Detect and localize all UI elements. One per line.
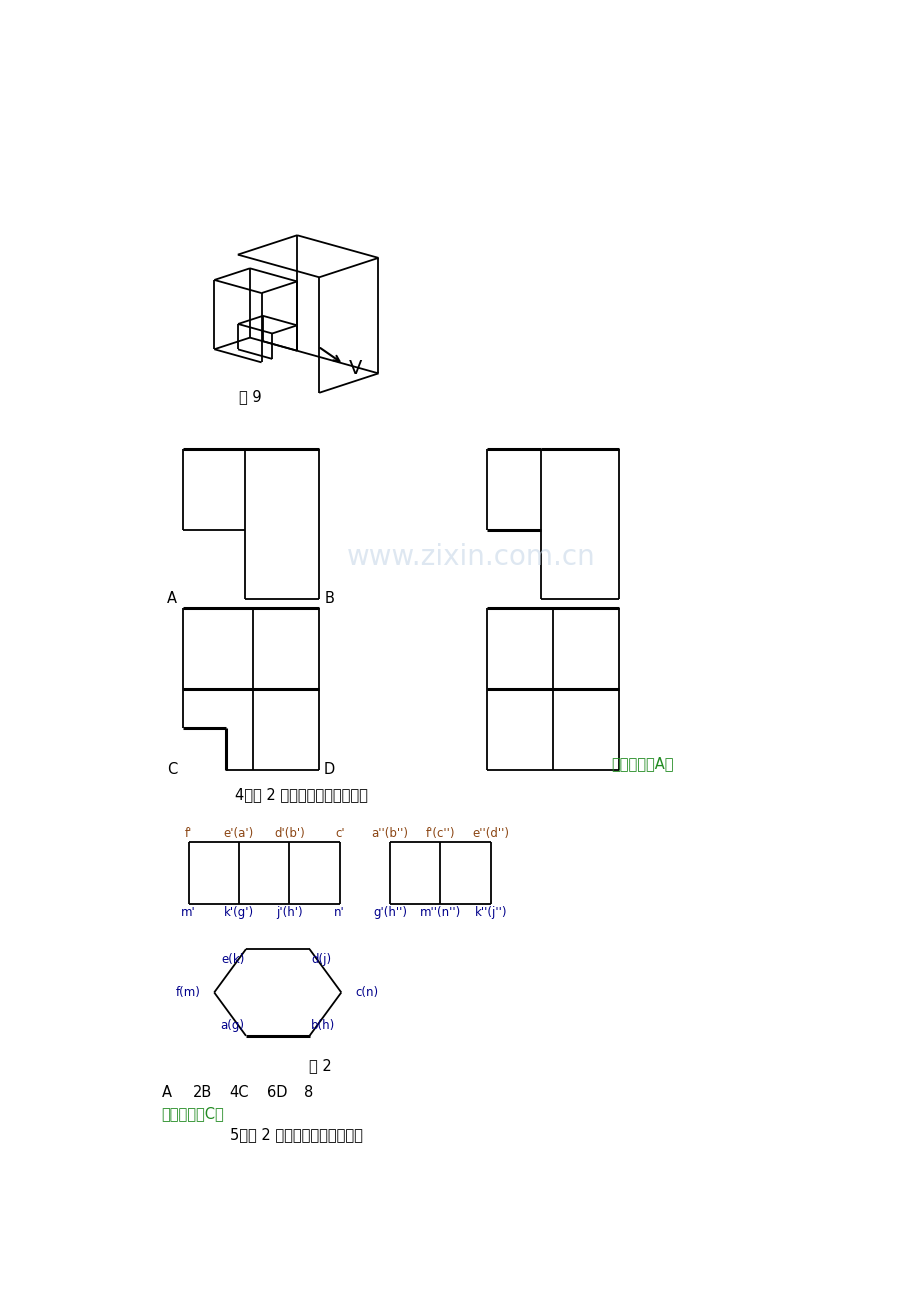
Text: 图 9: 图 9 xyxy=(239,389,262,404)
Text: e''(d''): e''(d'') xyxy=(471,827,509,840)
Text: c': c' xyxy=(335,827,345,840)
Text: f': f' xyxy=(185,827,192,840)
Text: f'(c''): f'(c'') xyxy=(425,827,455,840)
Text: n': n' xyxy=(334,906,345,919)
Text: 参考答案：C；: 参考答案：C； xyxy=(162,1107,224,1121)
Text: e'(a'): e'(a') xyxy=(223,827,254,840)
Text: D: D xyxy=(323,763,335,777)
Text: 图 2: 图 2 xyxy=(309,1059,332,1073)
Text: b(h): b(h) xyxy=(311,1019,335,1032)
Text: A: A xyxy=(167,591,177,607)
Text: 4．图 2 中，铅垂面应为（）个: 4．图 2 中，铅垂面应为（）个 xyxy=(235,788,368,802)
Text: 6D: 6D xyxy=(267,1085,287,1100)
Text: d'(b'): d'(b') xyxy=(274,827,304,840)
Text: k'(g'): k'(g') xyxy=(223,906,254,919)
Text: j'(h'): j'(h') xyxy=(276,906,302,919)
Text: A: A xyxy=(162,1085,171,1100)
Text: B: B xyxy=(324,591,335,607)
Text: 2B: 2B xyxy=(192,1085,211,1100)
Text: 5．图 2 中，侧锥线应为（）条: 5．图 2 中，侧锥线应为（）条 xyxy=(230,1128,362,1142)
Text: V: V xyxy=(348,359,361,379)
Text: g'(h''): g'(h'') xyxy=(373,906,407,919)
Text: e(k): e(k) xyxy=(221,953,244,966)
Text: m': m' xyxy=(181,906,196,919)
Text: 参考答案：A；: 参考答案：A； xyxy=(610,756,673,771)
Text: c(n): c(n) xyxy=(355,986,378,999)
Text: f(m): f(m) xyxy=(176,986,200,999)
Text: a(g): a(g) xyxy=(221,1019,244,1032)
Text: k''(j''): k''(j'') xyxy=(474,906,506,919)
Text: m''(n''): m''(n'') xyxy=(419,906,460,919)
Text: www.zixin.com.cn: www.zixin.com.cn xyxy=(346,543,596,570)
Text: C: C xyxy=(167,763,177,777)
Text: a''(b''): a''(b'') xyxy=(371,827,408,840)
Text: 4C: 4C xyxy=(230,1085,249,1100)
Text: 8: 8 xyxy=(304,1085,313,1100)
Text: d(j): d(j) xyxy=(311,953,331,966)
